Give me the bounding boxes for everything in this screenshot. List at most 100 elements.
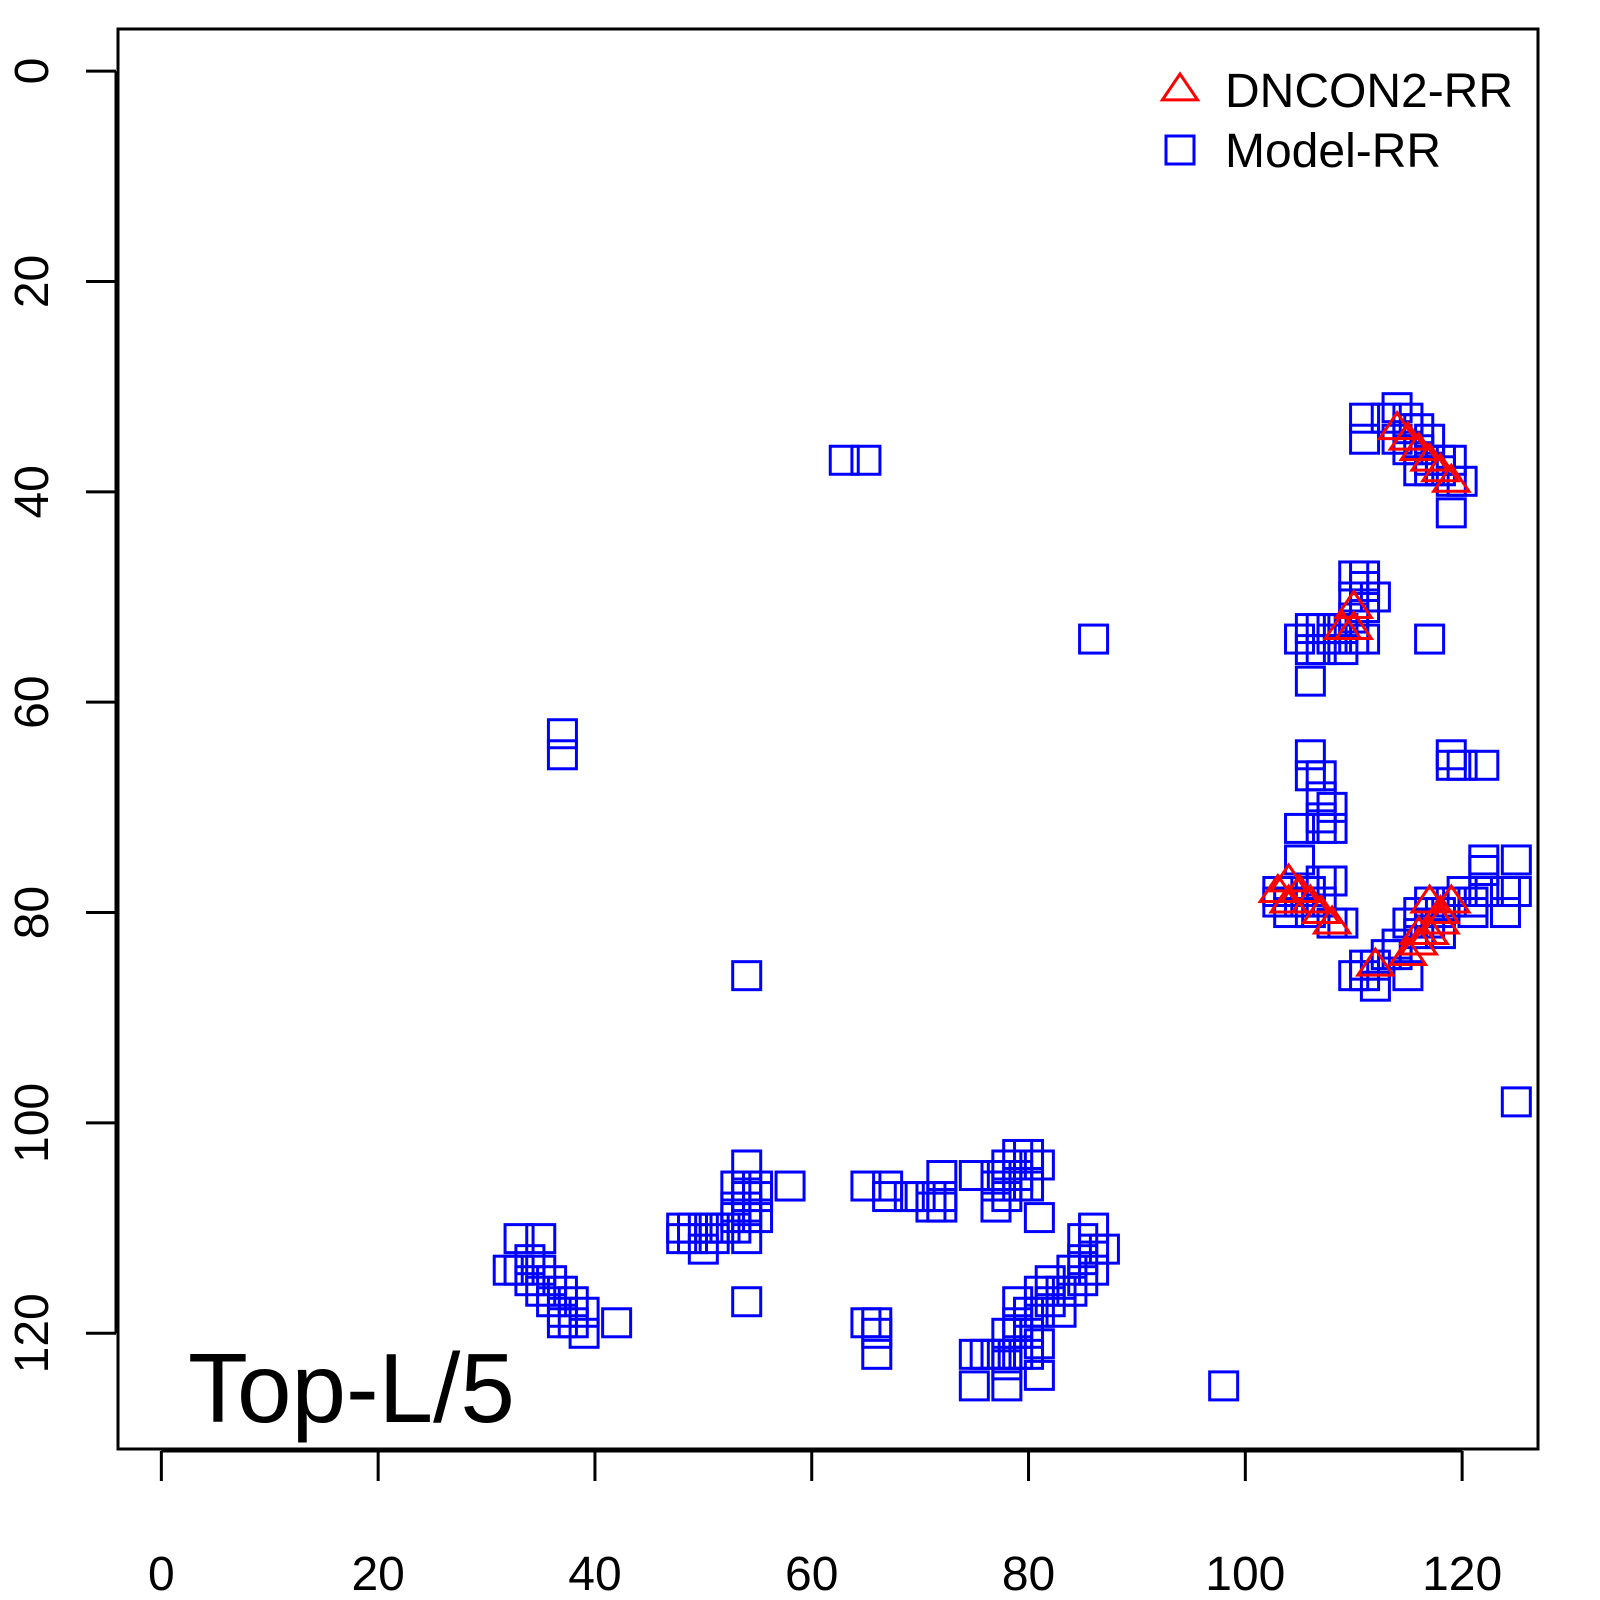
model-rr-point	[536, 1265, 568, 1297]
model-rr-point	[980, 1338, 1012, 1370]
model-rr-point	[958, 1370, 990, 1402]
model-rr-point	[1294, 665, 1326, 697]
model-rr-point	[1013, 1170, 1045, 1202]
model-rr-point	[731, 1170, 763, 1202]
legend-label: DNCON2-RR	[1225, 65, 1513, 118]
model-rr-point	[1500, 876, 1532, 908]
legend: DNCON2-RR Model-RR	[1159, 65, 1513, 178]
model-rr-point	[1305, 760, 1337, 792]
model-rr-point	[1435, 497, 1467, 529]
model-rr-point	[1316, 865, 1348, 897]
model-rr-point	[926, 1181, 958, 1213]
model-rr-point	[893, 1181, 925, 1213]
model-rr-point	[1435, 749, 1467, 781]
model-rr-point	[720, 1212, 752, 1244]
model-rr-point	[492, 1254, 524, 1286]
model-rr-point	[1381, 392, 1413, 424]
model-rr-point	[742, 1202, 774, 1234]
y-tick-label: 40	[6, 465, 59, 518]
model-rr-point	[742, 1181, 774, 1213]
model-rr-point	[525, 1275, 557, 1307]
legend-triangle-icon	[1159, 71, 1201, 102]
x-tick-label: 40	[568, 1548, 621, 1600]
model-rr-point	[720, 1191, 752, 1223]
model-rr-point	[1078, 1233, 1110, 1265]
dncon2-rr-point	[1333, 609, 1375, 640]
model-rr-point	[1045, 1296, 1077, 1328]
model-rr-point	[1284, 812, 1316, 844]
points-layer	[492, 392, 1532, 1402]
model-rr-point	[503, 1223, 535, 1255]
x-tick-label: 120	[1422, 1548, 1502, 1600]
model-rr-point	[1208, 1370, 1240, 1402]
dncon2-rr-point	[1398, 925, 1440, 956]
model-rr-point	[1023, 1296, 1055, 1328]
model-rr-point	[872, 1181, 904, 1213]
dncon2-rr-point	[1420, 893, 1461, 924]
x-tick-label: 0	[148, 1548, 175, 1600]
model-rr-point	[850, 1307, 882, 1339]
model-rr-point	[731, 1202, 763, 1234]
model-rr-point	[1316, 791, 1348, 823]
model-rr-point	[991, 1149, 1023, 1181]
dncon2-rr-point	[1387, 935, 1429, 967]
model-rr-point	[1284, 844, 1316, 876]
model-rr-point	[503, 1254, 535, 1286]
model-rr-point	[525, 1254, 557, 1286]
model-rr-point	[1294, 613, 1326, 645]
model-rr-point	[1023, 1359, 1055, 1391]
model-rr-point	[546, 1275, 578, 1307]
model-rr-point	[1013, 1296, 1045, 1328]
model-rr-point	[1349, 423, 1381, 455]
x-tick-label: 20	[351, 1548, 404, 1600]
model-rr-point	[1002, 1160, 1034, 1192]
model-rr-point	[1002, 1338, 1034, 1370]
model-rr-point	[546, 1296, 578, 1328]
model-rr-point	[1446, 749, 1478, 781]
model-rr-point	[1305, 802, 1337, 834]
model-rr-point	[1468, 876, 1500, 908]
model-rr-point	[1078, 623, 1110, 655]
model-rr-point	[557, 1307, 589, 1339]
model-rr-point	[1294, 634, 1326, 666]
model-rr-point	[958, 1160, 990, 1192]
model-rr-point	[1414, 623, 1446, 655]
model-rr-point	[1359, 970, 1391, 1002]
model-rr-point	[1349, 402, 1381, 434]
y-tick-label: 0	[6, 58, 59, 85]
plot-frame	[116, 27, 1540, 1451]
model-rr-point	[731, 1223, 763, 1255]
model-rr-point	[666, 1212, 698, 1244]
model-rr-point	[980, 1170, 1012, 1202]
model-rr-point	[915, 1181, 947, 1213]
model-rr-point	[731, 1149, 763, 1181]
dncon2-rr-point	[1420, 904, 1461, 935]
dncon2-rr-point	[1268, 883, 1310, 914]
model-rr-point	[861, 1338, 893, 1370]
model-rr-point	[601, 1307, 633, 1339]
model-rr-point	[1489, 897, 1521, 929]
x-tick-label: 80	[1002, 1548, 1055, 1600]
model-rr-point	[1349, 560, 1381, 592]
model-rr-point	[525, 1223, 557, 1255]
model-rr-point	[1468, 844, 1500, 876]
model-rr-point	[514, 1244, 546, 1276]
model-rr-point	[1349, 570, 1381, 602]
dncon2-rr-point	[1430, 462, 1472, 493]
x-tick-label: 60	[785, 1548, 838, 1600]
model-rr-point	[568, 1317, 600, 1349]
model-rr-point	[850, 444, 882, 476]
model-rr-point	[1013, 1317, 1045, 1349]
model-rr-point	[1034, 1265, 1066, 1297]
model-rr-point	[1316, 812, 1348, 844]
model-rr-point	[731, 1286, 763, 1318]
model-rr-point	[958, 1338, 990, 1370]
model-rr-point	[1500, 1086, 1532, 1118]
model-rr-point	[1045, 1275, 1077, 1307]
model-rr-point	[1067, 1265, 1099, 1297]
x-axis: 0 20 40 60 80 100 120	[148, 1449, 1502, 1600]
model-rr-point	[568, 1296, 600, 1328]
model-rr-point	[991, 1317, 1023, 1349]
model-rr-point	[1013, 1138, 1045, 1170]
